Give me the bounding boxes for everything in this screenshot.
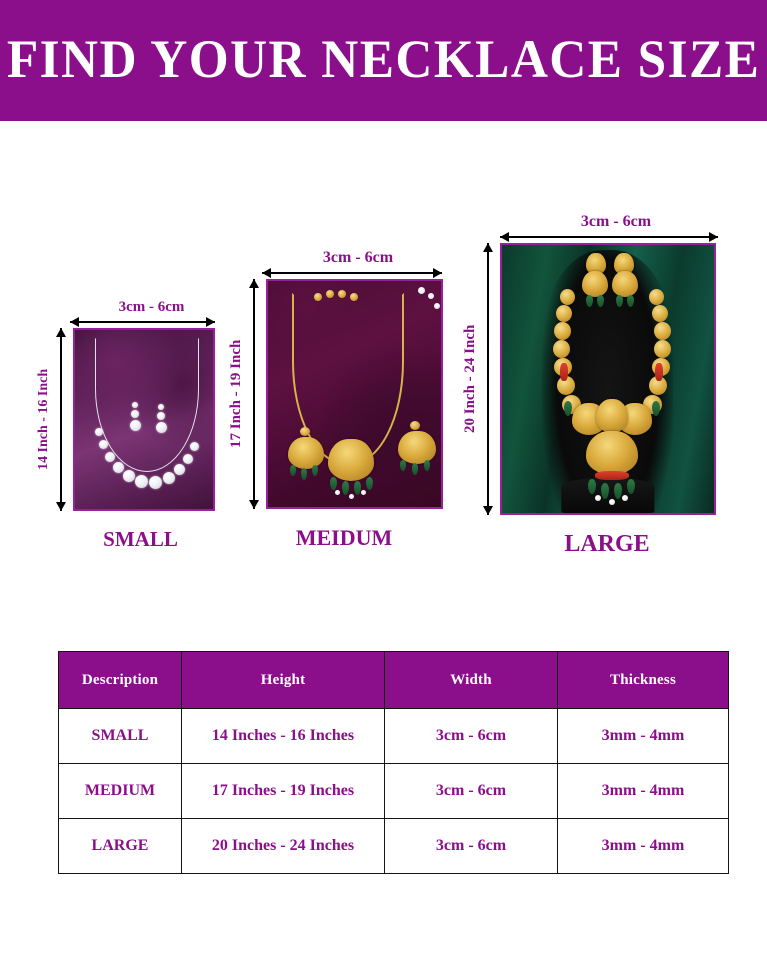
width-dimension-medium: 3cm - 6cm bbox=[262, 249, 454, 279]
width-dimension-large: 3cm - 6cm bbox=[500, 213, 732, 243]
width-label-small: 3cm - 6cm bbox=[118, 299, 185, 315]
table-header: Description Height Width Thickness bbox=[58, 651, 729, 709]
cell-thickness: 3mm - 4mm bbox=[557, 708, 729, 764]
height-dimension-small: 14 Inch - 16 Inch bbox=[36, 327, 73, 511]
size-block-medium: 3cm - 6cm 17 Inch - 19 Inch bbox=[228, 249, 454, 551]
height-arrow-large bbox=[483, 242, 494, 515]
table-row: SMALL 14 Inches - 16 Inches 3cm - 6cm 3m… bbox=[58, 708, 729, 764]
header-banner: FIND YOUR NECKLACE SIZE bbox=[0, 0, 767, 121]
height-label-medium: 17 Inch - 19 Inch bbox=[228, 339, 244, 448]
page-title: FIND YOUR NECKLACE SIZE bbox=[6, 28, 761, 89]
height-dimension-medium: 17 Inch - 19 Inch bbox=[228, 278, 266, 509]
size-caption-large: LARGE bbox=[564, 530, 650, 557]
table-header-row: Description Height Width Thickness bbox=[58, 651, 729, 709]
product-photo-medium bbox=[266, 278, 443, 509]
product-photo-small bbox=[73, 327, 215, 511]
width-label-large: 3cm - 6cm bbox=[580, 213, 652, 230]
size-caption-medium: MEIDUM bbox=[295, 524, 393, 550]
cell-description: LARGE bbox=[58, 818, 182, 874]
column-header-description: Description bbox=[58, 651, 182, 709]
cell-thickness: 3mm - 4mm bbox=[557, 818, 729, 874]
cell-height: 17 Inches - 19 Inches bbox=[181, 763, 385, 819]
cell-thickness: 3mm - 4mm bbox=[557, 763, 729, 819]
column-header-thickness: Thickness bbox=[557, 651, 729, 709]
cell-height: 20 Inches - 24 Inches bbox=[181, 818, 385, 874]
height-arrow-medium bbox=[249, 278, 260, 509]
table-row: LARGE 20 Inches - 24 Inches 3cm - 6cm 3m… bbox=[58, 818, 729, 874]
size-comparison-row: 3cm - 6cm 14 Inch - 16 Inch bbox=[0, 121, 767, 581]
width-arrow-large bbox=[500, 231, 718, 243]
width-dimension-small: 3cm - 6cm bbox=[70, 299, 233, 328]
cell-width: 3cm - 6cm bbox=[384, 708, 558, 764]
product-photo-large bbox=[500, 242, 716, 515]
size-caption-small: SMALL bbox=[103, 526, 178, 551]
width-arrow-medium bbox=[262, 267, 442, 279]
cell-description: MEDIUM bbox=[58, 763, 182, 819]
width-label-medium: 3cm - 6cm bbox=[322, 249, 394, 266]
height-label-large: 20 Inch - 24 Inch bbox=[462, 324, 478, 433]
cell-height: 14 Inches - 16 Inches bbox=[181, 708, 385, 764]
column-header-height: Height bbox=[181, 651, 385, 709]
size-chart-table: Description Height Width Thickness SMALL… bbox=[58, 651, 729, 874]
cell-width: 3cm - 6cm bbox=[384, 763, 558, 819]
width-arrow-small bbox=[70, 316, 215, 328]
table-row: MEDIUM 17 Inches - 19 Inches 3cm - 6cm 3… bbox=[58, 763, 729, 819]
height-arrow-small bbox=[56, 327, 67, 511]
height-dimension-large: 20 Inch - 24 Inch bbox=[462, 242, 500, 515]
size-block-large: 3cm - 6cm 20 Inch - 24 Inch bbox=[462, 213, 732, 558]
column-header-width: Width bbox=[384, 651, 558, 709]
cell-description: SMALL bbox=[58, 708, 182, 764]
cell-width: 3cm - 6cm bbox=[384, 818, 558, 874]
size-block-small: 3cm - 6cm 14 Inch - 16 Inch bbox=[36, 299, 233, 552]
table-body: SMALL 14 Inches - 16 Inches 3cm - 6cm 3m… bbox=[58, 708, 729, 874]
height-label-small: 14 Inch - 16 Inch bbox=[36, 368, 51, 470]
